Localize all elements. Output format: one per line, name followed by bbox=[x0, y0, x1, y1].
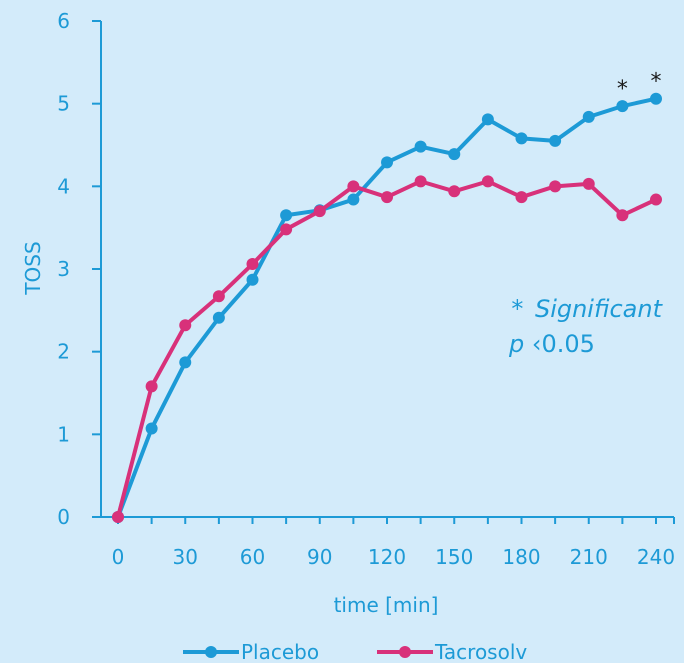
data-point-tacrosolv bbox=[515, 191, 528, 204]
data-point-placebo bbox=[414, 140, 427, 153]
data-point-placebo bbox=[280, 209, 293, 222]
svg-text:* Significant: * Significant bbox=[511, 295, 663, 323]
data-point-tacrosolv bbox=[481, 175, 494, 188]
data-point-placebo bbox=[381, 156, 393, 169]
y-tick-label: 2 bbox=[57, 340, 70, 364]
legend-swatch-marker bbox=[205, 646, 217, 658]
data-point-placebo bbox=[481, 113, 494, 126]
data-point-tacrosolv bbox=[650, 193, 662, 206]
axes: 0 30 60 90 120 150 180 210 240 0 1 2 3 4 5 6 bbox=[57, 9, 675, 569]
data-point-placebo bbox=[549, 134, 562, 147]
data-point-tacrosolv bbox=[280, 223, 293, 236]
data-point-placebo bbox=[246, 273, 259, 286]
annotation-p-symbol: p bbox=[508, 330, 524, 358]
x-tick-label: 210 bbox=[570, 545, 608, 569]
data-point-tacrosolv bbox=[616, 209, 629, 222]
legend-label: Tacrosolv bbox=[434, 640, 527, 663]
data-point-placebo bbox=[179, 356, 192, 369]
data-point-tacrosolv bbox=[112, 511, 124, 523]
x-axis-title: time [min] bbox=[334, 593, 439, 617]
svg-text:p ‹0.05: p ‹0.05 bbox=[508, 330, 595, 358]
data-point-placebo bbox=[616, 100, 629, 113]
y-tick-label: 1 bbox=[57, 422, 70, 446]
data-point-tacrosolv bbox=[246, 258, 259, 271]
x-tick-label: 240 bbox=[637, 545, 675, 569]
data-point-tacrosolv bbox=[549, 180, 562, 193]
data-point-placebo bbox=[347, 193, 360, 206]
annotation-p-value: ‹0.05 bbox=[532, 330, 595, 358]
legend: Placebo Tacrosolv bbox=[183, 640, 527, 663]
significance-marker: * bbox=[617, 77, 628, 102]
x-tick-label: 0 bbox=[112, 545, 125, 569]
legend-label: Placebo bbox=[241, 640, 319, 663]
y-tick-label: 6 bbox=[57, 9, 70, 33]
data-point-tacrosolv bbox=[347, 180, 360, 193]
significance-marker: * bbox=[651, 70, 662, 95]
x-tick-label: 180 bbox=[502, 545, 540, 569]
data-point-tacrosolv bbox=[179, 319, 192, 332]
legend-item-placebo: Placebo bbox=[183, 640, 319, 663]
series-tacrosolv bbox=[112, 175, 662, 523]
series-layer: * * bbox=[112, 70, 662, 523]
data-point-placebo bbox=[515, 132, 528, 145]
data-point-placebo bbox=[145, 422, 158, 435]
data-point-tacrosolv bbox=[313, 205, 326, 218]
legend-item-tacrosolv: Tacrosolv bbox=[377, 640, 527, 663]
significance-annotation: * Significant p ‹0.05 bbox=[508, 295, 664, 358]
data-point-placebo bbox=[212, 311, 225, 324]
y-tick-label: 3 bbox=[57, 257, 70, 281]
y-tick-label: 4 bbox=[57, 174, 70, 198]
data-point-tacrosolv bbox=[414, 175, 427, 188]
data-point-tacrosolv bbox=[582, 177, 595, 190]
x-tick-label: 30 bbox=[173, 545, 198, 569]
annotation-star: * bbox=[511, 295, 523, 323]
data-point-tacrosolv bbox=[381, 191, 393, 204]
x-tick-label: 90 bbox=[307, 545, 332, 569]
data-point-tacrosolv bbox=[448, 185, 461, 198]
data-point-placebo bbox=[448, 148, 461, 161]
data-point-tacrosolv bbox=[212, 290, 225, 303]
x-tick-label: 60 bbox=[240, 545, 265, 569]
data-point-tacrosolv bbox=[145, 380, 158, 393]
y-axis-title: TOSS bbox=[21, 241, 45, 295]
data-point-placebo bbox=[650, 92, 662, 105]
y-tick-label: 5 bbox=[57, 92, 70, 116]
x-tick-label: 120 bbox=[368, 545, 406, 569]
y-tick-label: 0 bbox=[57, 505, 70, 529]
annotation-significant: Significant bbox=[535, 295, 664, 323]
data-point-placebo bbox=[582, 110, 595, 123]
legend-swatch-marker bbox=[399, 646, 411, 658]
x-tick-label: 150 bbox=[435, 545, 473, 569]
